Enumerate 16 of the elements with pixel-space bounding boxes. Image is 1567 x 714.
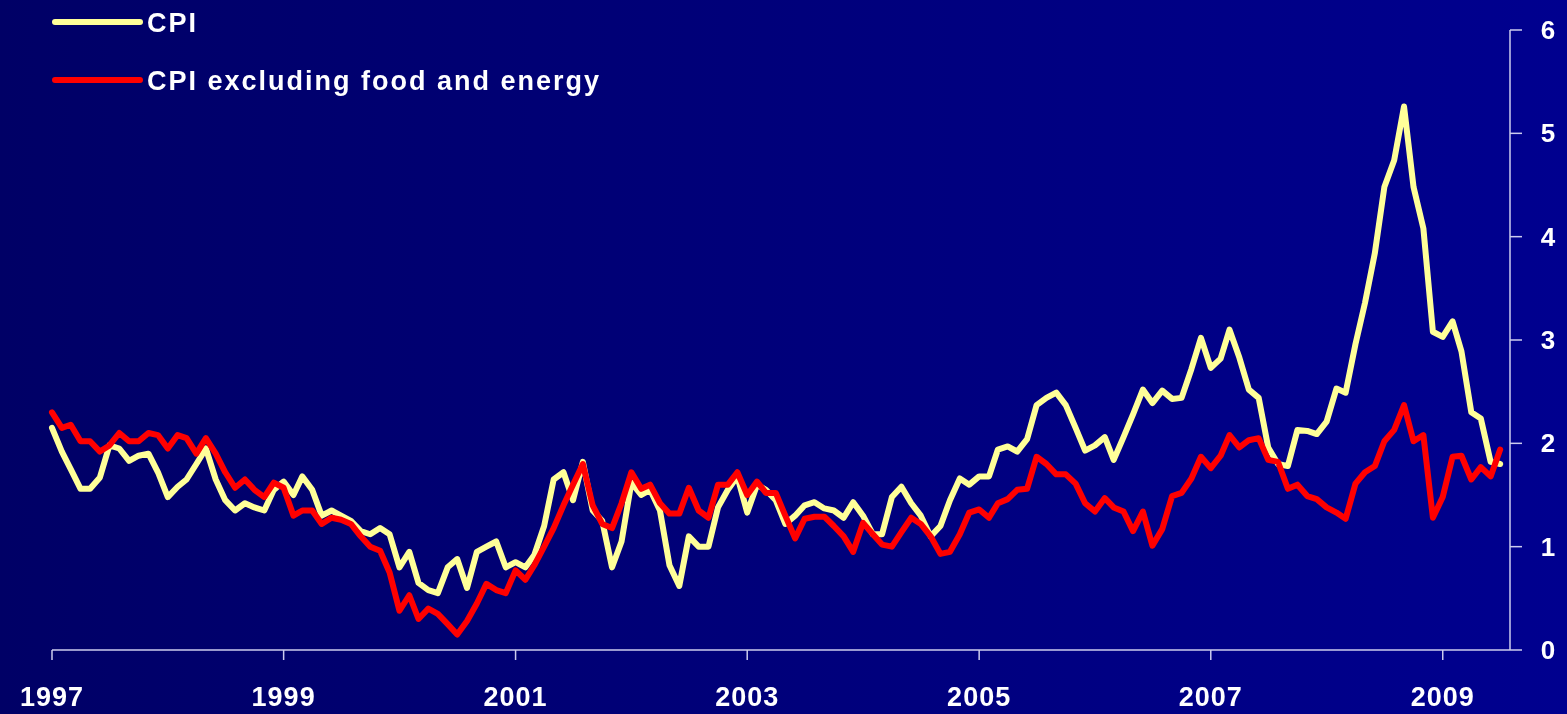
x-tick-label: 2005	[947, 682, 1012, 712]
x-tick-label: 1999	[251, 682, 316, 712]
x-tick-label: 2003	[715, 682, 780, 712]
y-tick-label: 5	[1540, 118, 1556, 149]
y-tick-label: 0	[1540, 635, 1556, 665]
y-tick-label: 6	[1540, 15, 1556, 45]
legend-label: CPI	[147, 8, 199, 38]
x-tick-label: 2007	[1178, 682, 1243, 712]
x-tick-label: 2009	[1410, 682, 1475, 712]
y-tick-label: 3	[1540, 325, 1556, 355]
y-tick-label: 1	[1540, 531, 1556, 562]
x-tick-label: 1997	[19, 682, 85, 712]
legend-label: CPI excluding food and energy	[147, 66, 602, 96]
x-tick-label: 2001	[483, 682, 548, 712]
y-tick-label: 4	[1540, 221, 1556, 252]
y-tick-label: 2	[1540, 428, 1556, 459]
